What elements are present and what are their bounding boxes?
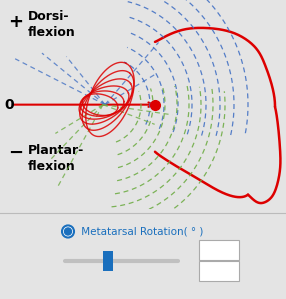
FancyBboxPatch shape [199,261,239,281]
Text: −: − [8,144,23,162]
Text: 2: 2 [215,244,223,257]
FancyBboxPatch shape [103,251,113,271]
Circle shape [62,225,74,237]
FancyBboxPatch shape [199,240,239,260]
Text: Plantar-
flexion: Plantar- flexion [28,144,84,173]
Text: Metatarsal Rotation( ° ): Metatarsal Rotation( ° ) [78,226,203,237]
Text: 0: 0 [4,98,14,112]
Circle shape [65,228,72,235]
Text: +: + [8,13,23,30]
Text: Dorsi-
flexion: Dorsi- flexion [28,10,76,39]
Text: 2: 2 [215,265,223,278]
